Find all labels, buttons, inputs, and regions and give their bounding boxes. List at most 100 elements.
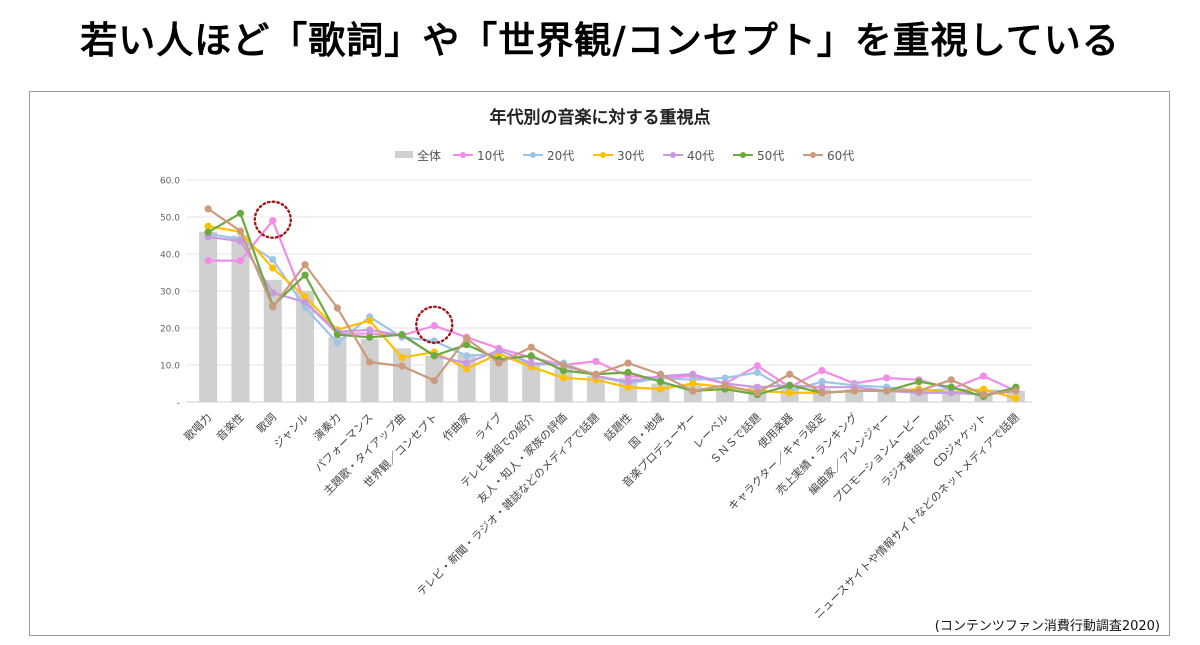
point-60代 (366, 358, 374, 366)
point-30代 (204, 222, 212, 230)
point-30代 (979, 385, 988, 393)
legend-marker (600, 152, 606, 158)
point-30代 (269, 264, 277, 272)
headline: 若い人ほど「歌詞」や「世界観/コンセプト」を重視している (80, 19, 1120, 62)
point-40代 (947, 389, 955, 397)
point-40代 (495, 346, 503, 354)
legend-label: 10代 (477, 149, 504, 163)
point-10代 (592, 357, 600, 365)
y-tick-label: 60.0 (160, 177, 180, 187)
bar-全体 (263, 279, 282, 402)
point-60代 (656, 370, 665, 378)
point-10代 (753, 362, 761, 370)
y-tick-label: 30.0 (160, 288, 180, 298)
point-40代 (753, 383, 761, 391)
legend-label: 50代 (757, 149, 784, 163)
bar-全体 (231, 235, 250, 402)
y-tick-label: 50.0 (160, 214, 180, 224)
y-tick-label: 40.0 (160, 251, 180, 261)
series-line-60代 (207, 207, 1016, 396)
point-30代 (463, 365, 471, 373)
point-60代 (236, 227, 245, 235)
legend-item-10代: 10代 (453, 149, 504, 163)
point-40代 (689, 370, 697, 378)
point-50代 (204, 228, 212, 236)
point-50代 (463, 341, 471, 349)
x-tick-label: 歌唱力 (181, 410, 214, 443)
point-60代 (850, 387, 858, 395)
point-50代 (527, 352, 535, 360)
point-60代 (559, 361, 568, 369)
point-50代 (624, 368, 632, 376)
legend-item-60代: 60代 (803, 149, 854, 163)
point-50代 (786, 381, 794, 389)
point-30代 (1012, 394, 1020, 402)
point-40代 (366, 326, 374, 334)
x-tick-label: 音楽性 (213, 410, 246, 443)
point-50代 (236, 209, 245, 217)
point-50代 (947, 383, 955, 391)
point-10代 (269, 217, 277, 225)
bar-全体 (877, 390, 896, 402)
point-10代 (430, 322, 438, 330)
chart-frame (29, 91, 1170, 636)
point-20代 (301, 304, 309, 312)
point-30代 (559, 374, 568, 382)
point-20代 (269, 255, 277, 264)
legend-marker (810, 152, 816, 158)
point-10代 (204, 257, 212, 265)
legend-item-30代: 30代 (593, 149, 644, 163)
point-60代 (333, 304, 341, 312)
point-40代 (301, 298, 309, 306)
point-40代 (818, 383, 826, 391)
point-60代 (721, 381, 729, 389)
point-40代 (269, 289, 277, 297)
bar-全体 (199, 231, 218, 402)
bar-全体 (586, 376, 605, 402)
point-60代 (753, 389, 761, 397)
point-30代 (786, 389, 794, 397)
point-30代 (398, 354, 406, 362)
bar-全体 (296, 291, 315, 402)
highlight-circle (415, 305, 454, 344)
bar-全体 (328, 337, 347, 402)
x-tick-label: 歌詞 (253, 410, 278, 435)
point-50代 (559, 366, 568, 375)
point-60代 (301, 261, 309, 269)
point-60代 (592, 370, 600, 378)
legend-item-40代: 40代 (663, 149, 714, 163)
point-50代 (333, 331, 341, 339)
bar-全体 (393, 348, 411, 402)
point-60代 (430, 376, 438, 385)
point-60代 (204, 205, 212, 213)
point-40代 (527, 359, 535, 367)
legend-item-50代: 50代 (733, 149, 784, 163)
point-60代 (624, 359, 632, 367)
point-60代 (883, 387, 891, 395)
legend-label: 40代 (687, 149, 714, 163)
legend-marker (460, 152, 466, 158)
point-50代 (915, 378, 923, 386)
point-20代 (753, 368, 761, 376)
point-60代 (689, 387, 697, 395)
source-note: (コンテンツファン消費行動調査2020) (934, 619, 1160, 634)
chart-title: 年代別の音楽に対する重視点 (490, 107, 711, 128)
point-60代 (979, 391, 988, 399)
point-50代 (398, 331, 406, 339)
point-30代 (689, 379, 697, 388)
point-30代 (656, 385, 665, 393)
point-10代 (818, 366, 826, 375)
point-60代 (527, 343, 535, 351)
highlight-circle (253, 200, 292, 239)
legend-label: 60代 (827, 149, 854, 163)
legend-item-20代: 20代 (523, 149, 574, 163)
bar-全体 (845, 389, 864, 402)
bar-全体 (360, 339, 379, 402)
legend-label: 20代 (547, 149, 574, 163)
y-tick-label: 10.0 (160, 362, 180, 372)
point-50代 (301, 271, 309, 279)
legend-label: 全体 (417, 148, 441, 163)
point-10代 (883, 374, 891, 382)
legend-marker (670, 152, 676, 158)
